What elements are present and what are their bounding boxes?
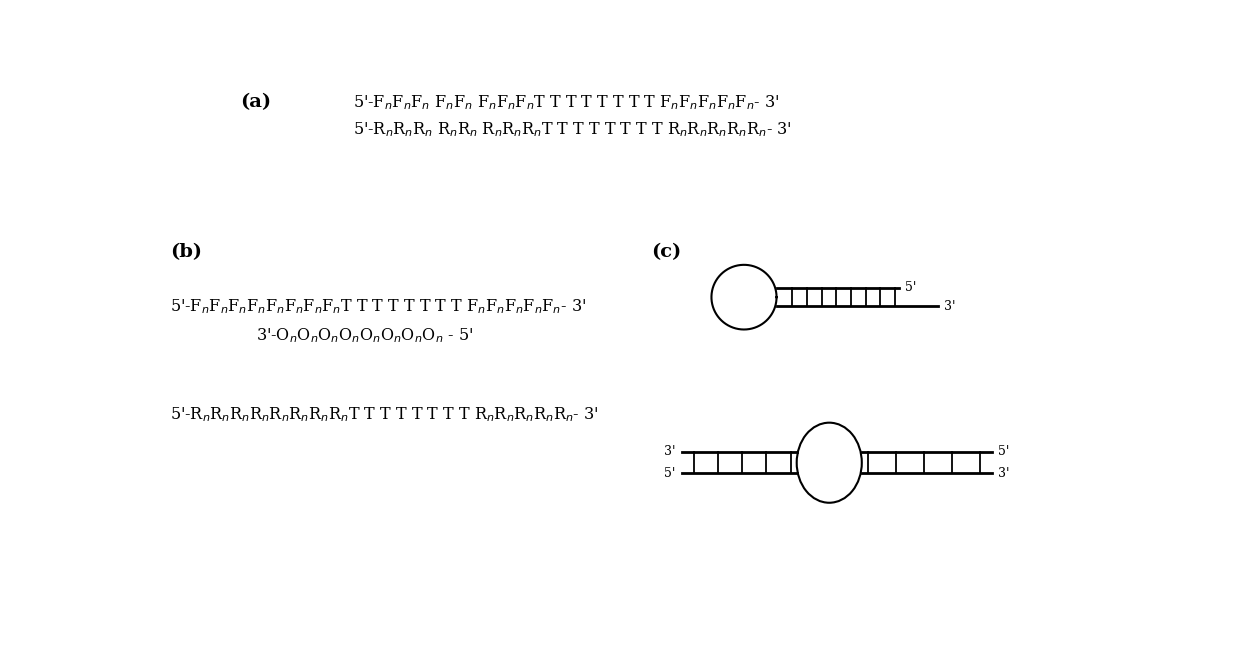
- Text: 5'-R$_n$R$_n$R$_n$ R$_n$R$_n$ R$_n$R$_n$R$_n$T T T T T T T T R$_n$R$_n$R$_n$R$_n: 5'-R$_n$R$_n$R$_n$ R$_n$R$_n$ R$_n$R$_n$…: [352, 120, 791, 139]
- Text: 5'-R$_n$R$_n$R$_n$R$_n$R$_n$R$_n$R$_n$R$_n$T T T T T T T T R$_n$R$_n$R$_n$R$_n$R: 5'-R$_n$R$_n$R$_n$R$_n$R$_n$R$_n$R$_n$R$…: [171, 405, 599, 424]
- Text: 3'-O$_n$O$_n$O$_n$O$_n$O$_n$O$_n$O$_n$O$_n$ - 5': 3'-O$_n$O$_n$O$_n$O$_n$O$_n$O$_n$O$_n$O$…: [255, 326, 472, 345]
- Text: 5'-F$_n$F$_n$F$_n$ F$_n$F$_n$ F$_n$F$_n$F$_n$T T T T T T T T F$_n$F$_n$F$_n$F$_n: 5'-F$_n$F$_n$F$_n$ F$_n$F$_n$ F$_n$F$_n$…: [352, 93, 779, 112]
- Text: 5': 5': [998, 445, 1009, 458]
- Text: 5': 5': [665, 467, 676, 480]
- Text: 3': 3': [944, 300, 956, 313]
- Text: 5': 5': [905, 281, 916, 294]
- Text: (c): (c): [651, 243, 681, 261]
- Text: 5'-F$_n$F$_n$F$_n$F$_n$F$_n$F$_n$F$_n$F$_n$T T T T T T T T F$_n$F$_n$F$_n$F$_n$F: 5'-F$_n$F$_n$F$_n$F$_n$F$_n$F$_n$F$_n$F$…: [171, 297, 587, 316]
- Text: (b): (b): [171, 243, 202, 261]
- Text: 3': 3': [998, 467, 1009, 480]
- Text: (a): (a): [241, 93, 272, 111]
- Text: 3': 3': [665, 445, 676, 458]
